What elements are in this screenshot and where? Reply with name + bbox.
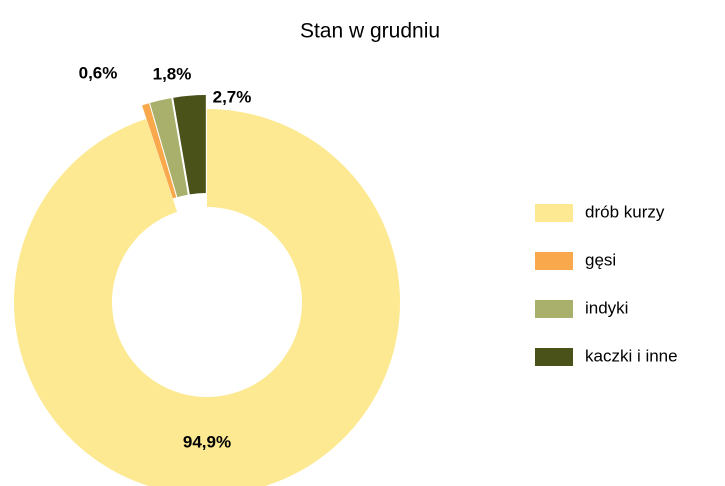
data-label: 0,6%: [79, 63, 118, 82]
legend-label: indyki: [585, 298, 628, 317]
legend-label: kaczki i inne: [585, 346, 678, 365]
legend-swatch: [535, 348, 573, 366]
data-label: 2,7%: [213, 87, 252, 106]
donut-slice: [13, 109, 400, 486]
legend-swatch: [535, 300, 573, 318]
donut-slice: [150, 98, 188, 198]
chart-title: Stan w grudniu: [300, 20, 440, 43]
data-label: 94,9%: [183, 432, 231, 451]
legend-swatch: [535, 204, 573, 222]
legend-swatch: [535, 252, 573, 270]
data-label: 1,8%: [153, 64, 192, 83]
donut-slice: [142, 103, 177, 199]
donut-slice: [173, 95, 206, 195]
legend-label: gęsi: [585, 250, 616, 269]
legend-label: drób kurzy: [585, 202, 665, 221]
